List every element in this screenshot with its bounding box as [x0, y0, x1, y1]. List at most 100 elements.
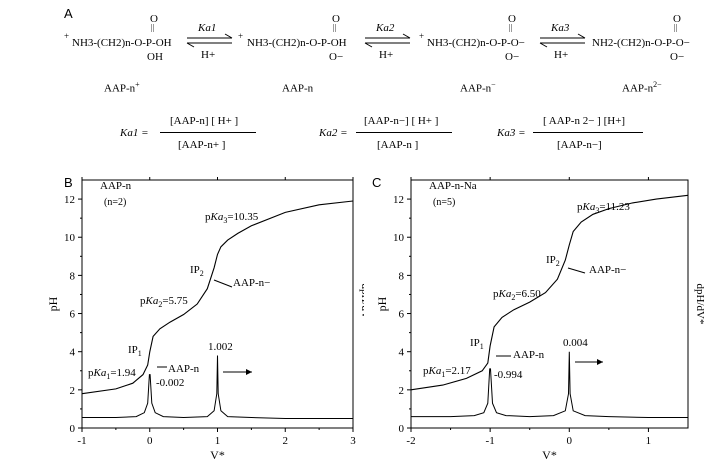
derivative-curve [82, 355, 353, 419]
annotation-4: IP1 [128, 344, 142, 358]
y-tick-label: 2 [70, 385, 76, 397]
species-3-o-minus: O− [505, 51, 520, 63]
panel-b-letter: B [64, 175, 73, 190]
species-1-name: AAP-n+ [104, 80, 140, 95]
equilibrium-arrows [186, 33, 586, 48]
annotation-5: AAP-n [168, 363, 200, 375]
species-2-name: AAP-n [282, 82, 314, 95]
species-3-double-bond: || [509, 23, 513, 32]
derivative-arrowhead [597, 359, 603, 365]
y-tick-label: 0 [70, 423, 76, 435]
x-axis-label: V* [210, 448, 225, 462]
species-4-o-minus: O− [670, 51, 685, 63]
x-tick-label: 1 [646, 435, 652, 447]
species-1-double-bond: || [151, 23, 155, 32]
annotation-2: AAP-n− [233, 277, 270, 289]
ka2-fraction-bar [356, 132, 452, 133]
species-2-o-minus: O− [329, 51, 344, 63]
annotation-3: pKa2=5.75 [140, 295, 188, 309]
y-tick-label: 10 [393, 232, 405, 244]
annotation-8: pKa1=2.17 [423, 365, 471, 379]
y2-axis-label: dpH/dV* [359, 284, 364, 325]
y-tick-label: 12 [64, 194, 75, 206]
ka1-h-label: H+ [201, 49, 216, 61]
annotation-0: pKa3=11.23 [577, 201, 630, 215]
derivative-curve [411, 351, 688, 418]
annotation-1: IP2 [190, 264, 204, 278]
ka1-equation-lhs: Ka1 = [120, 127, 149, 139]
panel-title: AAP-n-Na [429, 180, 477, 192]
species-4-double-bond: || [674, 23, 678, 32]
ka2-equation-numerator: [AAP-n−] [ H+ ] [364, 115, 439, 127]
species-2-double-bond: || [333, 23, 337, 32]
species-3-charge: + [419, 31, 425, 41]
species-4-o: O [673, 13, 681, 25]
ka1-arrow-label: Ka1 [198, 22, 217, 34]
ka3-fraction-bar [533, 132, 643, 133]
x-axis-label: V* [542, 448, 557, 462]
y-tick-label: 10 [64, 232, 76, 244]
species-3-o: O [508, 13, 516, 25]
annotation-4: IP1 [470, 337, 484, 351]
species-2-formula: NH3-(CH2)n-O-P-OH [247, 37, 347, 49]
species-2-charge: + [238, 31, 244, 41]
annotation-8: pKa1=1.94 [88, 367, 136, 381]
ka2-h-label: H+ [379, 49, 394, 61]
species-4-name: AAP-n2− [622, 80, 662, 95]
x-tick-label: 2 [283, 435, 289, 447]
x-tick-label: -2 [406, 435, 415, 447]
annotation-6: 0.004 [563, 337, 588, 349]
ph-curve [81, 200, 354, 395]
ka1-equation-denominator: [AAP-n+ ] [178, 139, 226, 151]
species-3-formula: NH3-(CH2)n-O-P-O− [427, 37, 525, 49]
panel-c-letter: C [372, 175, 382, 190]
y-axis-label: pH [46, 296, 60, 311]
panel-title: AAP-n [100, 180, 132, 192]
species-1-charge: + [64, 31, 70, 41]
species-2-o: O [332, 13, 340, 25]
panel-subtitle: (n=2) [104, 197, 126, 208]
y-tick-label: 12 [393, 194, 404, 206]
x-tick-label: -1 [77, 435, 86, 447]
y-tick-label: 8 [399, 270, 405, 282]
ka3-equation-lhs: Ka3 = [497, 127, 526, 139]
ka2-arrow-label: Ka2 [376, 22, 395, 34]
annotation-3: pKa2=6.50 [493, 288, 541, 302]
annotation-0: pKa3=10.35 [205, 211, 259, 225]
x-tick-label: -1 [486, 435, 495, 447]
ka3-equation-denominator: [AAP-n−] [557, 139, 602, 151]
species-1-oh: OH [147, 51, 163, 63]
ka2-equation-denominator: [AAP-n ] [377, 139, 419, 151]
annotation-1: IP2 [546, 254, 560, 268]
ka3-h-label: H+ [554, 49, 569, 61]
species-1-o: O [150, 13, 158, 25]
x-tick-label: 3 [350, 435, 356, 447]
panel-subtitle: (n=5) [433, 197, 455, 208]
ip2-pointer [213, 279, 233, 288]
y-tick-label: 2 [399, 385, 405, 397]
ph-curve [410, 194, 689, 391]
ka3-equation-numerator: [ AAP-n 2− ] [H+] [543, 115, 626, 127]
ip2-pointer [567, 267, 586, 274]
ka1-equation-numerator: [AAP-n] [ H+ ] [170, 115, 239, 127]
plot-frame [410, 179, 689, 429]
annotation-6: 1.002 [208, 341, 233, 353]
species-1-formula: NH3-(CH2)n-O-P-OH [72, 37, 172, 49]
ka2-equation-lhs: Ka2 = [319, 127, 348, 139]
y-tick-label: 4 [70, 347, 76, 359]
y-tick-label: 6 [399, 309, 405, 321]
panel-a-letter: A [64, 6, 73, 21]
y2-axis-label: dpH/dV* [694, 284, 706, 325]
x-tick-label: 0 [567, 435, 573, 447]
y-tick-label: 6 [70, 309, 76, 321]
annotation-7: -0.002 [156, 377, 184, 389]
annotation-2: AAP-n− [589, 264, 626, 276]
y-tick-label: 8 [70, 270, 76, 282]
species-3-name: AAP-n− [460, 80, 496, 95]
x-tick-label: 0 [147, 435, 153, 447]
annotation-5: AAP-n [513, 349, 545, 361]
annotation-7: -0.994 [494, 369, 523, 381]
ka1-fraction-bar [160, 132, 256, 133]
